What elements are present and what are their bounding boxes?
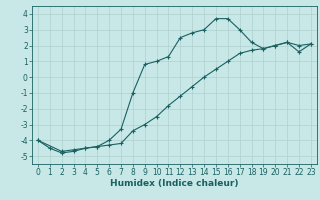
X-axis label: Humidex (Indice chaleur): Humidex (Indice chaleur) <box>110 179 239 188</box>
